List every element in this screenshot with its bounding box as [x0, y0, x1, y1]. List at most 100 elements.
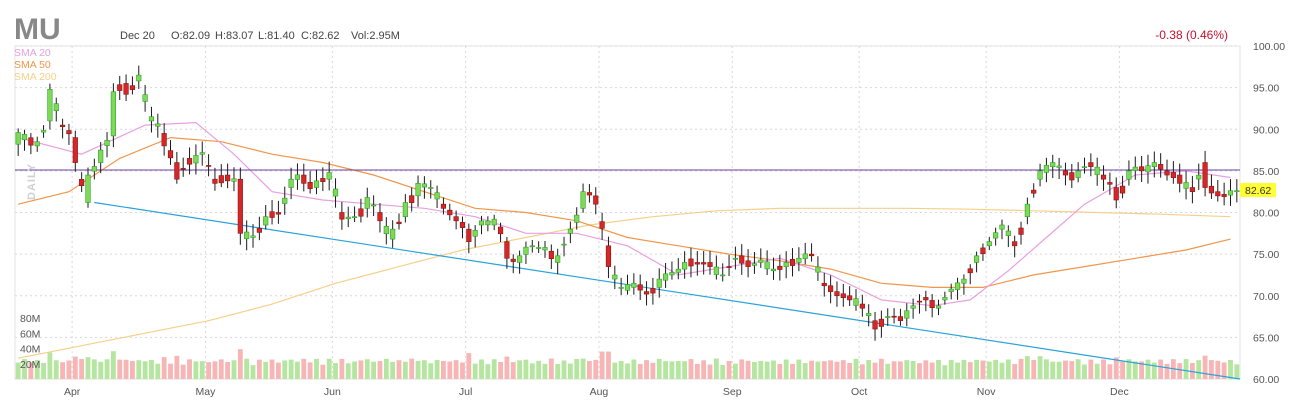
candle — [1189, 175, 1195, 204]
volume-bar — [466, 353, 472, 379]
month-tick-label: Sep — [723, 386, 742, 398]
volume-bar — [625, 363, 630, 379]
price-tick-label: 95.00 — [1253, 83, 1279, 95]
candle-body-down — [497, 226, 504, 235]
candle — [605, 236, 612, 279]
volume-bar — [739, 359, 745, 379]
candle — [1056, 157, 1062, 180]
volume-bar — [218, 359, 224, 379]
candle — [1196, 163, 1202, 190]
volume-bar — [821, 361, 827, 379]
candle-body-down — [688, 258, 694, 267]
candle — [872, 311, 878, 341]
candle-body-up — [34, 141, 40, 147]
candle — [1012, 235, 1018, 258]
candle — [720, 263, 726, 282]
volume-bar — [79, 359, 85, 379]
candle — [701, 251, 707, 275]
candle — [1069, 164, 1075, 188]
candle-body-up — [1234, 190, 1240, 192]
volume-bar — [523, 359, 529, 379]
volume-bar — [1044, 359, 1049, 379]
candle-body-down — [789, 259, 796, 266]
period-label: DAILY — [26, 163, 38, 200]
candle-body-down — [897, 316, 904, 322]
candle-body-up — [478, 220, 485, 226]
candle-body-up — [1196, 174, 1202, 180]
candle — [313, 169, 320, 195]
candle — [212, 167, 218, 191]
sma20-line — [18, 121, 1231, 307]
volume-bar — [752, 362, 757, 379]
candle — [142, 84, 148, 112]
candle-body-down — [834, 291, 840, 297]
volume-bar — [1202, 355, 1208, 379]
candle-body-up — [942, 297, 948, 301]
volume-bar — [802, 363, 808, 379]
volume-bar — [1196, 360, 1202, 379]
candle — [225, 163, 231, 189]
volume-bar — [180, 364, 186, 379]
candle — [1151, 151, 1157, 178]
candle-body-up — [263, 216, 269, 226]
month-tick-label: Nov — [977, 386, 996, 398]
candle — [47, 83, 53, 130]
candle — [466, 223, 472, 254]
volume-bar — [174, 355, 180, 379]
month-tick-label: Aug — [590, 386, 609, 398]
candle-body-down — [409, 195, 415, 204]
candle-body-up — [720, 274, 726, 277]
candle — [878, 310, 884, 338]
candle-body-down — [821, 282, 827, 287]
candle — [371, 195, 377, 217]
volume-bar — [771, 360, 776, 379]
volume-bar — [866, 360, 872, 379]
volume-bar — [555, 364, 561, 379]
candle-body-down — [212, 178, 218, 184]
candle-body-up — [21, 133, 28, 141]
candle-body-up — [472, 230, 478, 237]
candle — [326, 161, 332, 191]
candle-body-up — [282, 197, 288, 204]
volume-bar — [428, 363, 434, 379]
candle-body-down — [1208, 185, 1215, 194]
candle — [1183, 170, 1189, 200]
volume-bar — [1189, 363, 1195, 379]
volume-bar — [961, 359, 967, 379]
candle-body-down — [929, 300, 935, 309]
candle — [948, 283, 954, 300]
candle-body-down — [1158, 164, 1164, 170]
candle — [244, 220, 250, 251]
volume-bar — [701, 360, 707, 379]
candle-body-up — [656, 278, 662, 288]
volume-bar — [275, 362, 281, 379]
volume-bar — [479, 359, 484, 379]
candle — [859, 294, 865, 317]
volume-bar — [859, 364, 865, 379]
volume-bar — [1209, 360, 1214, 379]
candle-body-up — [383, 225, 389, 235]
candle-body-up — [313, 180, 320, 188]
volume-bar — [269, 359, 275, 379]
candle — [459, 216, 466, 239]
candle — [199, 141, 205, 166]
candle-body-down — [186, 158, 193, 165]
volume-bar — [840, 360, 846, 379]
candle-body-up — [199, 152, 205, 155]
candle-body-up — [954, 282, 961, 290]
candle-body-down — [218, 175, 224, 184]
candle-body-down — [1088, 162, 1094, 168]
candle — [986, 236, 992, 251]
volume-bar — [942, 365, 948, 379]
volume-bar — [1107, 364, 1113, 379]
candle-body-up — [1151, 162, 1157, 168]
volume-bar — [593, 359, 599, 379]
candle — [472, 225, 478, 248]
volume-bar — [402, 361, 408, 379]
volume-bar — [352, 361, 357, 379]
month-tick-label: May — [195, 386, 216, 398]
volume-bar — [726, 360, 732, 379]
candle — [694, 251, 700, 276]
candle-body-up — [345, 216, 351, 220]
volume-bar — [675, 361, 681, 379]
